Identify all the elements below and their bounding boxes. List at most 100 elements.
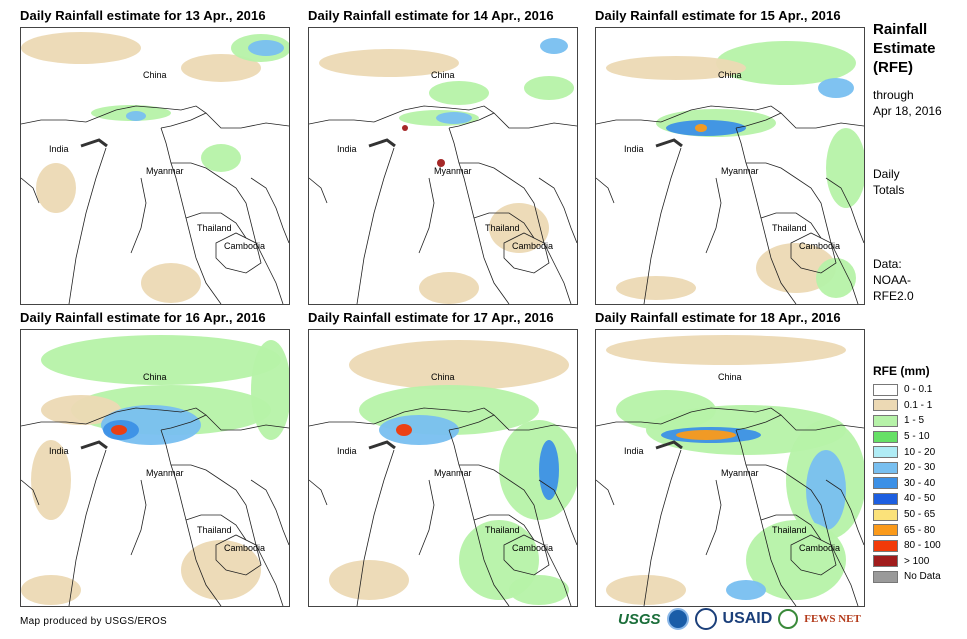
country-label-india: India [49,144,69,154]
rainfall-area [41,395,121,425]
rainfall-area [181,54,261,82]
country-label-thailand: Thailand [485,223,520,233]
country-label-india: India [624,144,644,154]
legend-swatch [873,399,898,412]
rainfall-area [251,340,289,440]
rainfall-layer [606,41,864,300]
border-line [493,112,577,129]
country-borders [309,407,577,606]
legend-item: 0.1 - 1 [873,398,941,414]
totals-line: Daily [873,167,900,181]
rainfall-layer [21,335,289,605]
border-line [21,177,40,204]
border-line [160,429,222,606]
legend: RFE (mm) 0 - 0.1 0.1 - 1 1 - 5 5 - 10 10 - 2… [873,364,941,585]
border-line [448,429,510,606]
logo-strip: USGS USAID FEWS NET [618,605,861,633]
through-label: through [873,88,914,102]
rainfall-area [606,575,686,605]
rainfall-area [695,124,707,132]
border-line [596,105,782,129]
data-source: Data: NOAA- RFE2.0 [873,256,914,304]
country-label-myanmar: Myanmar [434,468,472,478]
legend-swatch [873,414,898,427]
border-line [171,464,284,606]
border-line [250,177,289,244]
panel-title: Daily Rainfall estimate for 14 Apr., 201… [308,8,554,23]
border-line [705,177,722,254]
rainfall-area [141,263,201,303]
rainfall-area [41,335,281,385]
rainfall-area [126,111,146,121]
legend-item: 10 - 20 [873,444,941,460]
country-label-india: India [337,144,357,154]
legend-label: 80 - 100 [904,540,941,552]
border-line [760,514,822,541]
panel-title: Daily Rainfall estimate for 17 Apr., 201… [308,310,554,325]
through-value: Apr 18, 2016 [873,104,942,118]
rainfall-area [402,125,408,131]
border-line [21,479,40,506]
rainfall-layer [606,335,864,605]
rainfall-area [36,163,76,213]
country-label-cambodia: Cambodia [799,543,840,553]
country-label-myanmar: Myanmar [146,166,184,176]
legend-label: No Data [904,571,941,583]
noaa-logo-icon [666,608,689,630]
rainfall-area [21,32,141,64]
border-line [205,112,289,129]
country-borders [596,105,864,304]
rainfall-area [319,49,459,77]
country-label-myanmar: Myanmar [721,468,759,478]
border-line [643,449,682,606]
rainfall-area [540,38,568,54]
border-line [215,232,262,274]
border-line [356,449,395,606]
country-label-thailand: Thailand [485,525,520,535]
rainfall-area [524,76,574,100]
legend-swatch [873,524,898,537]
legend-swatch [873,570,898,583]
rainfall-area [248,40,284,56]
country-label-thailand: Thailand [772,525,807,535]
usgs-logo: USGS [618,610,661,628]
border-line [596,479,615,506]
coastline [368,138,396,148]
rainfall-area [606,56,746,80]
side-title: Rainfall Estimate (RFE) [873,20,936,77]
legend-label: 30 - 40 [904,477,936,489]
border-line [643,147,682,304]
rainfall-area [201,144,241,172]
data-source-line: RFE2.0 [873,289,914,303]
border-line [68,147,107,304]
country-label-myanmar: Myanmar [434,166,472,176]
rainfall-area [379,415,459,445]
country-label-cambodia: Cambodia [224,543,265,553]
border-line [503,232,550,274]
side-title-line: Estimate [873,40,936,57]
legend-item: 30 - 40 [873,476,941,492]
rainfall-area [21,575,81,605]
coastline [80,440,108,450]
border-line [309,105,495,129]
country-borders [309,105,577,304]
rainfall-area [419,272,479,304]
country-label-cambodia: Cambodia [799,241,840,251]
legend-item: 20 - 30 [873,460,941,476]
border-line [459,464,572,606]
country-label-china: China [143,372,167,382]
border-line [68,449,107,606]
border-line [473,212,535,239]
legend-label: 20 - 30 [904,462,936,474]
totals-line: Totals [873,183,905,197]
rainfall-area [437,159,445,167]
legend-item: 65 - 80 [873,522,941,538]
border-line [309,407,495,431]
legend-title: RFE (mm) [873,364,930,378]
border-line [780,414,864,431]
rainfall-area [676,430,736,440]
legend-swatch [873,430,898,443]
usaid-logo: USAID [722,610,773,627]
country-label-china: China [718,70,742,80]
rainfall-map: China India Myanmar Thailand Cambodia [308,329,578,607]
